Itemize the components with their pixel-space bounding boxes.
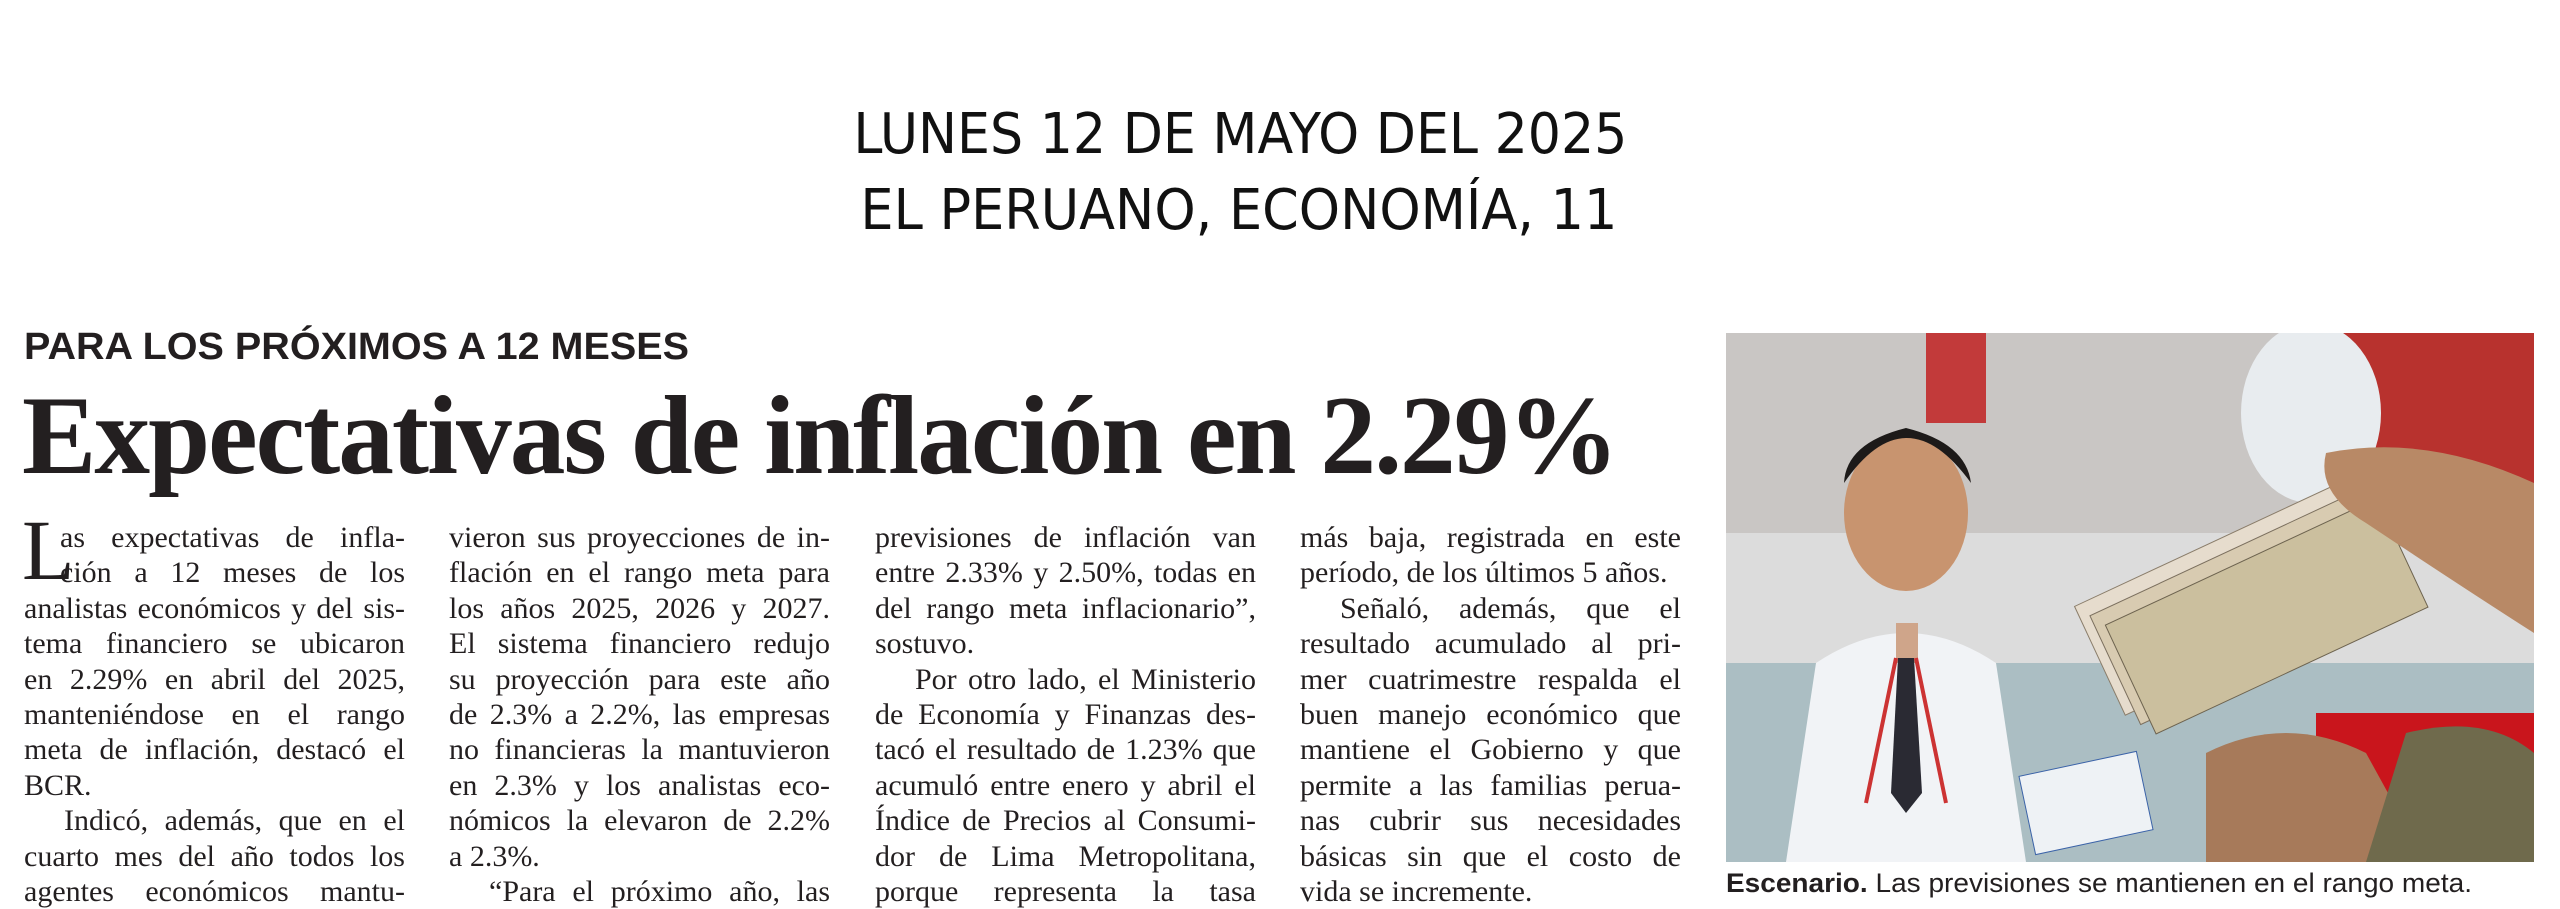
text-line: El sistema financiero redujo (449, 627, 830, 661)
text-line: buen manejo económico que (1300, 698, 1681, 731)
photo (1726, 333, 2534, 862)
caption-text: Las previsiones se mantienen en el rango… (1875, 868, 2472, 898)
drop-cap: L (22, 502, 75, 598)
text-line: Señaló, además, que el (1340, 591, 1681, 625)
text-line: flación en el rango meta para (449, 556, 830, 590)
text-line: mer cuatrimestre respalda el (1300, 662, 1681, 696)
text-line: vida se incremente. (1300, 875, 1533, 908)
caption-label: Escenario. (1726, 868, 1868, 898)
text-line: cuarto mes del año todos los (24, 839, 405, 873)
text-line: resultado acumulado al pri- (1300, 627, 1681, 661)
date-line: LUNES 12 DE MAYO DEL 2025 (852, 102, 1627, 167)
text-line: entre 2.33% y 2.50%, todas en (875, 556, 1256, 590)
text-line: nómicos la elevaron de 2.2% (449, 804, 830, 838)
text-line: Indicó, además, que en el (64, 804, 405, 838)
text-line: tema financiero se ubicaron (24, 627, 405, 661)
text-line: meta de inflación, destacó el (24, 733, 405, 767)
text-line: previsiones de inflación van (875, 521, 1256, 554)
text-line: del rango meta inflacionario”, (875, 591, 1256, 625)
text-line: acumuló entre enero y abril el (875, 768, 1256, 802)
text-line: tacó el resultado de 1.23% que (875, 733, 1256, 767)
text-line: en 2.29% en abril del 2025, (24, 662, 405, 696)
text-line: “Para el próximo año, las (489, 875, 830, 908)
text-line: su proyección para este año (449, 662, 830, 696)
text-line: de 2.3% a 2.2%, las empresas (449, 698, 830, 731)
text-line: ción a 12 meses de los (60, 556, 405, 590)
text-line: Índice de Precios al Consumi- (875, 804, 1256, 838)
text-line: manteniéndose en el rango (24, 698, 405, 731)
text-line: sostuvo. (875, 627, 975, 661)
headline: Expectativas de inflación en 2.29% (22, 374, 1619, 498)
text-line: analistas económicos y del sis- (24, 591, 405, 625)
text-line: de Economía y Finanzas des- (875, 698, 1256, 731)
text-line: período, de los últimos 5 años. (1300, 556, 1668, 590)
text-line: porque representa la tasa (875, 875, 1256, 908)
text-line: Por otro lado, el Ministerio (915, 662, 1256, 696)
text-line: no financieras la mantuvieron (449, 733, 830, 767)
text-line: los años 2025, 2026 y 2027. (449, 591, 830, 625)
publication-line: EL PERUANO, ECONOMÍA, 11 (860, 178, 1618, 243)
text-line: BCR. (24, 768, 92, 802)
text-line: as expectativas de infla- (60, 521, 405, 554)
text-line: vieron sus proyecciones de in- (449, 521, 830, 554)
text-line: nas cubrir sus necesidades (1300, 804, 1681, 838)
caption: Escenario. Las previsiones se mantienen … (1726, 868, 2472, 899)
text-line: en 2.3% y los analistas eco- (449, 768, 830, 802)
text-line: agentes económicos mantu- (24, 875, 405, 908)
text-line: básicas sin que el costo de (1300, 839, 1681, 873)
text-line: dor de Lima Metropolitana, (875, 839, 1256, 873)
text-line: más baja, registrada en este (1300, 521, 1681, 554)
text-line: mantiene el Gobierno y que (1300, 733, 1681, 767)
text-line: permite a las familias perua- (1300, 768, 1681, 802)
text-line: a 2.3%. (449, 839, 540, 873)
kicker: PARA LOS PRÓXIMOS A 12 MESES (24, 326, 689, 368)
